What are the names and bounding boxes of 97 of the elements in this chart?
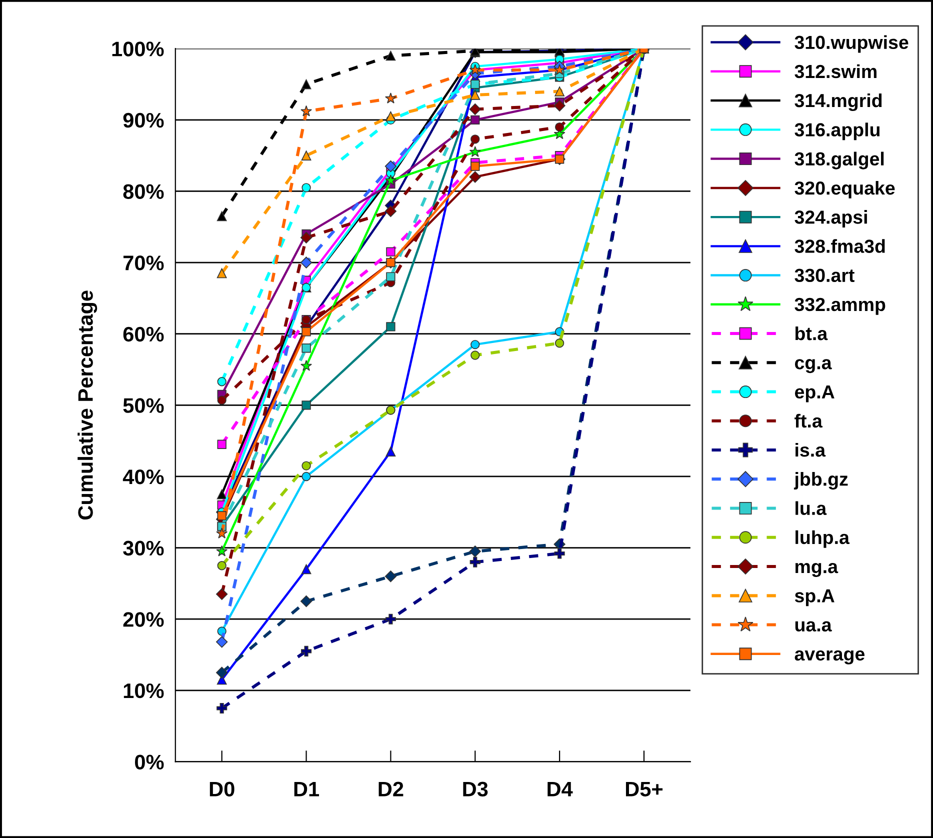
point <box>386 50 396 61</box>
legend-label: sp.A <box>794 589 834 606</box>
point <box>470 340 480 350</box>
legend-label: bt.a <box>795 326 828 340</box>
legend-label: is.a <box>796 442 826 457</box>
point <box>470 90 480 100</box>
legend-label: 310.wupwise <box>794 35 908 53</box>
point <box>216 545 228 556</box>
point <box>216 268 227 278</box>
point <box>386 111 396 122</box>
point <box>217 377 226 386</box>
y-tick-label: 60% <box>123 326 164 342</box>
point <box>386 272 396 282</box>
y-tick-label: 30% <box>123 540 164 556</box>
point <box>385 614 396 624</box>
legend-label: ua.a <box>795 621 832 632</box>
point <box>217 440 226 449</box>
point <box>301 564 312 574</box>
y-tick-label: 90% <box>123 112 164 128</box>
point <box>217 561 226 570</box>
y-tick-label: 70% <box>123 256 164 270</box>
point <box>554 548 565 559</box>
legend-label: lu.a <box>796 501 827 516</box>
x-tick-label: D3 <box>463 782 488 797</box>
point <box>301 79 312 90</box>
y-tick-label: 20% <box>123 612 164 627</box>
point <box>470 134 480 144</box>
y-tick-label: 40% <box>122 469 164 484</box>
point <box>302 472 311 482</box>
point <box>302 183 311 192</box>
x-tick-label: D2 <box>378 782 404 796</box>
y-tick-label: 10% <box>124 683 164 698</box>
point <box>217 396 226 405</box>
y-tick-label: 50% <box>123 398 164 413</box>
point <box>302 344 311 353</box>
point <box>216 588 228 600</box>
point <box>216 528 228 538</box>
legend-label: 318.galgel <box>794 152 884 170</box>
point <box>300 105 312 116</box>
point <box>301 150 312 161</box>
legend-label: 314.mgrid <box>794 93 882 112</box>
legend-label: 312.swim <box>794 64 876 78</box>
point <box>384 570 397 582</box>
x-tick-label: D4 <box>548 782 573 796</box>
point <box>470 556 480 568</box>
point <box>302 400 311 410</box>
point <box>216 666 228 678</box>
x-tick-label: D5+ <box>626 782 663 796</box>
point <box>384 160 397 172</box>
point <box>216 636 228 648</box>
y-tick-label: 100% <box>112 42 164 56</box>
point <box>217 511 226 520</box>
legend-label: average <box>794 650 864 664</box>
point <box>470 162 480 171</box>
legend-label: luhp.a <box>796 530 850 548</box>
legend-label: 324.apsi <box>794 210 867 228</box>
point <box>386 446 396 456</box>
legend-label: 332.ammp <box>794 298 886 315</box>
x-tick-label: D1 <box>294 782 320 796</box>
point <box>302 461 311 470</box>
y-axis-title: Cumulative Percentage <box>78 290 98 520</box>
legend-label: jbb.gz <box>794 472 848 490</box>
legend-label: 330.art <box>794 268 854 282</box>
point <box>470 115 480 125</box>
point <box>554 122 564 132</box>
point <box>470 350 480 360</box>
point <box>300 646 312 656</box>
point <box>554 338 564 348</box>
point <box>216 211 227 222</box>
point <box>386 322 396 332</box>
legend-label: ep.A <box>794 385 834 402</box>
legend-label: 316.applu <box>794 122 880 140</box>
point <box>554 86 564 96</box>
point <box>469 146 481 157</box>
point <box>386 247 396 256</box>
x-tick-label: D0 <box>210 782 234 796</box>
point <box>554 100 566 112</box>
point <box>469 103 481 116</box>
point <box>384 174 396 186</box>
point <box>384 205 397 218</box>
point <box>302 327 311 336</box>
legend-label: 320.equake <box>794 180 895 198</box>
point <box>216 489 227 500</box>
legend-label: 328.fma3d <box>794 239 885 253</box>
point <box>300 232 312 244</box>
y-tick-label: 0% <box>135 754 164 770</box>
point <box>300 595 312 608</box>
point <box>216 702 228 714</box>
point <box>469 546 481 558</box>
point <box>384 92 396 104</box>
point <box>469 171 481 183</box>
y-tick-label: 80% <box>123 184 164 199</box>
point <box>300 360 312 371</box>
legend-label: ft.a <box>794 414 822 428</box>
legend-label: cg.a <box>794 359 832 374</box>
legend-label: mg.a <box>795 562 838 578</box>
point <box>300 256 312 268</box>
